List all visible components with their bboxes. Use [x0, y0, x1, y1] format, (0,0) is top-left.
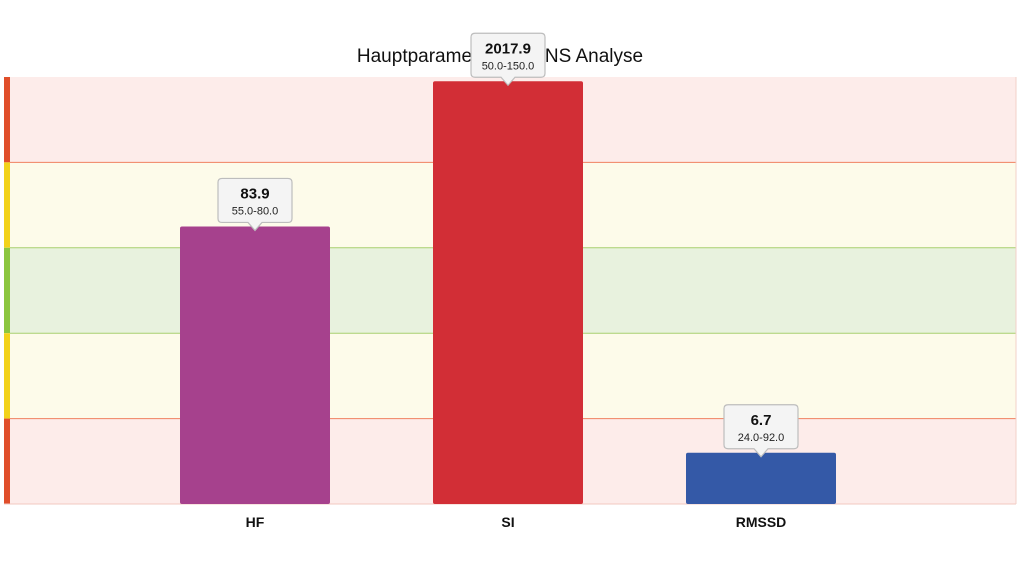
value-label-rmssd: 6.7: [751, 412, 772, 429]
bar-hf[interactable]: [180, 226, 330, 504]
category-label-rmssd: RMSSD: [736, 514, 787, 530]
tooltip-box: [723, 404, 799, 458]
tooltip-box: [470, 32, 546, 87]
bar-rmssd[interactable]: [686, 452, 836, 504]
tooltip-si: 2017.9 50.0-150.0: [470, 32, 546, 87]
value-label-hf: 83.9: [240, 185, 269, 202]
zone-marker-red: [4, 77, 10, 163]
range-label-si: 50.0-150.0: [482, 60, 535, 72]
value-tooltips: 83.9 55.0-80.0 2017.9 50.0-150.0 6.7 24.0-92.…: [217, 32, 799, 458]
zone-marker-yellow: [4, 162, 10, 248]
tooltip-rmssd: 6.7 24.0-92.0: [723, 404, 799, 458]
category-labels: HF SI RMSSD: [246, 514, 787, 530]
bar-si[interactable]: [433, 81, 583, 505]
category-label-hf: HF: [246, 514, 265, 530]
tooltip-box: [217, 177, 293, 232]
category-label-si: SI: [501, 514, 514, 530]
zone-marker-red: [4, 418, 10, 504]
range-label-hf: 55.0-80.0: [232, 205, 278, 217]
value-label-si: 2017.9: [485, 40, 531, 57]
range-label-rmssd: 24.0-92.0: [738, 432, 784, 444]
tooltip-hf: 83.9 55.0-80.0: [217, 177, 293, 232]
bars: [180, 81, 836, 505]
zone-marker-yellow: [4, 333, 10, 419]
zone-marker-green: [4, 247, 10, 334]
